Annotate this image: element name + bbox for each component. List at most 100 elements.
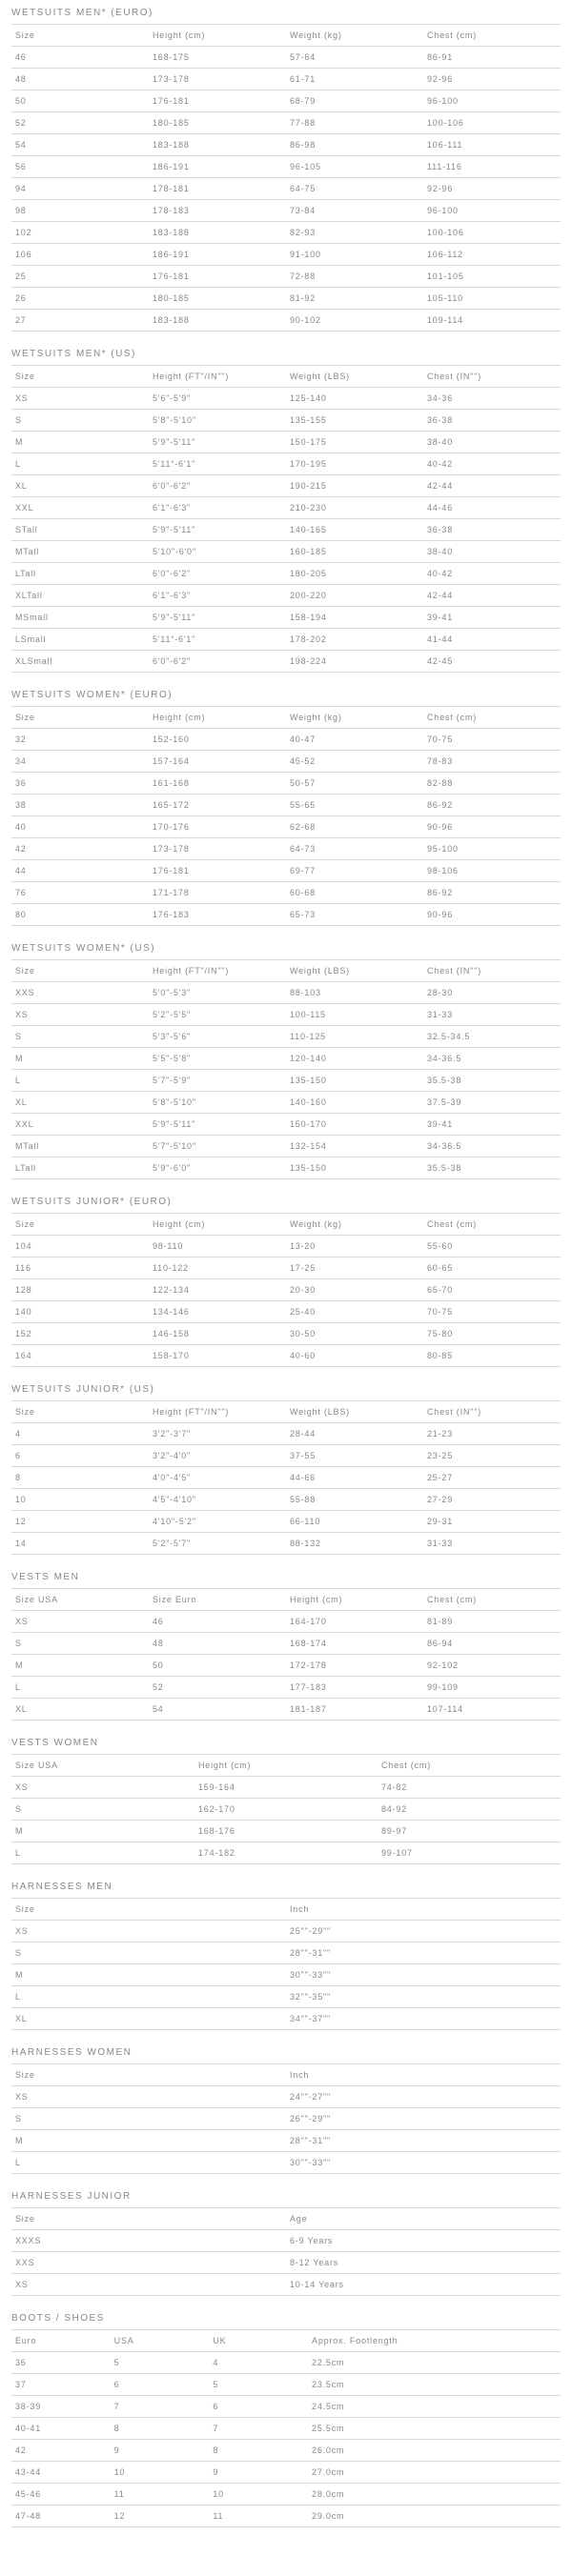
table-header-row: SizeHeight (cm)Weight (kg)Chest (cm) xyxy=(11,25,561,47)
column-header: Size xyxy=(11,366,149,388)
table-cell: 34-36.5 xyxy=(423,1048,561,1070)
table-cell: S xyxy=(11,2108,286,2130)
table-header-row: SizeHeight (cm)Weight (kg)Chest (cm) xyxy=(11,707,561,729)
table-cell: 5'9"-5'11" xyxy=(149,432,286,453)
table-cell: M xyxy=(11,1821,194,1842)
table-cell: 24.5cm xyxy=(308,2396,561,2418)
table-cell: 32""-35"" xyxy=(286,1986,561,2008)
table-cell: 157-164 xyxy=(149,751,286,773)
table-cell: L xyxy=(11,453,149,475)
table-cell: 48 xyxy=(11,69,149,91)
table-cell: 152-160 xyxy=(149,729,286,751)
size-table: SizeHeight (FT"/IN"")Weight (LBS)Chest (… xyxy=(11,365,561,673)
column-header: Weight (LBS) xyxy=(286,960,423,982)
table-cell: 29-31 xyxy=(423,1511,561,1533)
table-cell: 86-98 xyxy=(286,134,423,156)
table-cell: XXL xyxy=(11,497,149,519)
table-row: M5'9"-5'11"150-17538-40 xyxy=(11,432,561,453)
table-cell: XXS xyxy=(11,982,149,1004)
table-cell: 152 xyxy=(11,1323,149,1345)
table-row: XL5'8"-5'10"140-16037.5-39 xyxy=(11,1092,561,1114)
table-header-row: Size USAHeight (cm)Chest (cm) xyxy=(11,1755,561,1777)
section-title: HARNESSES WOMEN xyxy=(11,2047,561,2058)
table-cell: 70-75 xyxy=(423,1301,561,1323)
section-title: VESTS MEN xyxy=(11,1572,561,1582)
table-row: LTall5'9"-6'0"135-15035.5-38 xyxy=(11,1157,561,1179)
column-header: UK xyxy=(209,2330,308,2352)
table-cell: 5'10"-6'0" xyxy=(149,541,286,563)
table-row: S162-17084-92 xyxy=(11,1799,561,1821)
table-cell: 27.0cm xyxy=(308,2462,561,2484)
table-cell: 38-40 xyxy=(423,541,561,563)
table-cell: 116 xyxy=(11,1258,149,1279)
size-table: Size USAHeight (cm)Chest (cm)XS159-16474… xyxy=(11,1754,561,1864)
table-cell: 42 xyxy=(11,2440,111,2462)
table-row: M30""-33"" xyxy=(11,1964,561,1986)
table-cell: 36-38 xyxy=(423,410,561,432)
size-charts-container: WETSUITS MEN* (EURO)SizeHeight (cm)Weigh… xyxy=(11,8,561,2527)
table-cell: 96-105 xyxy=(286,156,423,178)
table-cell: 183-188 xyxy=(149,310,286,332)
table-cell: XS xyxy=(11,2274,286,2296)
table-cell: 176-181 xyxy=(149,91,286,112)
table-row: LTall6'0"-6'2"180-20540-42 xyxy=(11,563,561,585)
table-cell: 11 xyxy=(209,2506,308,2527)
table-row: 47-48121129.0cm xyxy=(11,2506,561,2527)
table-cell: 54 xyxy=(11,134,149,156)
table-cell: 106 xyxy=(11,244,149,266)
size-table: SizeHeight (cm)Weight (kg)Chest (cm)4616… xyxy=(11,24,561,332)
table-cell: S xyxy=(11,1942,286,1964)
table-cell: 34-36 xyxy=(423,388,561,410)
table-cell: 109-114 xyxy=(423,310,561,332)
table-row: XXL5'9"-5'11"150-17039-41 xyxy=(11,1114,561,1136)
column-header: Height (cm) xyxy=(286,1589,423,1611)
table-row: XXL6'1"-6'3"210-23044-46 xyxy=(11,497,561,519)
table-cell: 125-140 xyxy=(286,388,423,410)
table-cell: 6 xyxy=(111,2374,210,2396)
table-cell: 10-14 Years xyxy=(286,2274,561,2296)
table-cell: 9 xyxy=(209,2462,308,2484)
table-row: STall5'9"-5'11"140-16536-38 xyxy=(11,519,561,541)
table-cell: 78-83 xyxy=(423,751,561,773)
table-row: 376523.5cm xyxy=(11,2374,561,2396)
table-row: MTall5'7"-5'10"132-15434-36.5 xyxy=(11,1136,561,1157)
table-cell: 4'0"-4'5" xyxy=(149,1467,286,1489)
table-cell: M xyxy=(11,1964,286,1986)
table-cell: 34 xyxy=(11,751,149,773)
size-table: Size USASize EuroHeight (cm)Chest (cm)XS… xyxy=(11,1588,561,1721)
table-cell: 8-12 Years xyxy=(286,2252,561,2274)
table-cell: 46 xyxy=(11,47,149,69)
table-cell: 40-42 xyxy=(423,453,561,475)
table-cell: 81-92 xyxy=(286,288,423,310)
table-cell: 25""-29"" xyxy=(286,1921,561,1942)
table-cell: XS xyxy=(11,2086,286,2108)
table-cell: 50 xyxy=(11,91,149,112)
table-row: S48168-17486-94 xyxy=(11,1633,561,1655)
table-cell: 4'10"-5'2" xyxy=(149,1511,286,1533)
table-cell: 4 xyxy=(209,2352,308,2374)
table-cell: L xyxy=(11,1842,194,1864)
table-cell: 28-44 xyxy=(286,1423,423,1445)
table-row: 106186-19191-100106-112 xyxy=(11,244,561,266)
table-row: MTall5'10"-6'0"160-18538-40 xyxy=(11,541,561,563)
table-cell: 40 xyxy=(11,816,149,838)
table-cell: 92-96 xyxy=(423,178,561,200)
column-header: Size USA xyxy=(11,1755,194,1777)
table-cell: 181-187 xyxy=(286,1699,423,1721)
table-cell: 50-57 xyxy=(286,773,423,795)
size-table: SizeHeight (cm)Weight (kg)Chest (cm)1049… xyxy=(11,1213,561,1367)
table-row: S28""-31"" xyxy=(11,1942,561,1964)
table-cell: 36 xyxy=(11,773,149,795)
column-header: Height (cm) xyxy=(194,1755,378,1777)
table-cell: XS xyxy=(11,1004,149,1026)
table-cell: 26""-29"" xyxy=(286,2108,561,2130)
table-row: XL34""-37"" xyxy=(11,2008,561,2030)
table-cell: 160-185 xyxy=(286,541,423,563)
table-cell: 6'0"-6'2" xyxy=(149,475,286,497)
table-cell: 44 xyxy=(11,860,149,882)
table-cell: 12 xyxy=(111,2506,210,2527)
table-cell: 23.5cm xyxy=(308,2374,561,2396)
table-cell: 88-103 xyxy=(286,982,423,1004)
table-cell: 28""-31"" xyxy=(286,2130,561,2152)
table-cell: 27 xyxy=(11,310,149,332)
